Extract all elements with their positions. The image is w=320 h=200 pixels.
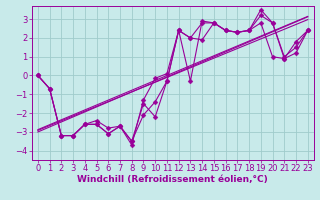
X-axis label: Windchill (Refroidissement éolien,°C): Windchill (Refroidissement éolien,°C) <box>77 175 268 184</box>
